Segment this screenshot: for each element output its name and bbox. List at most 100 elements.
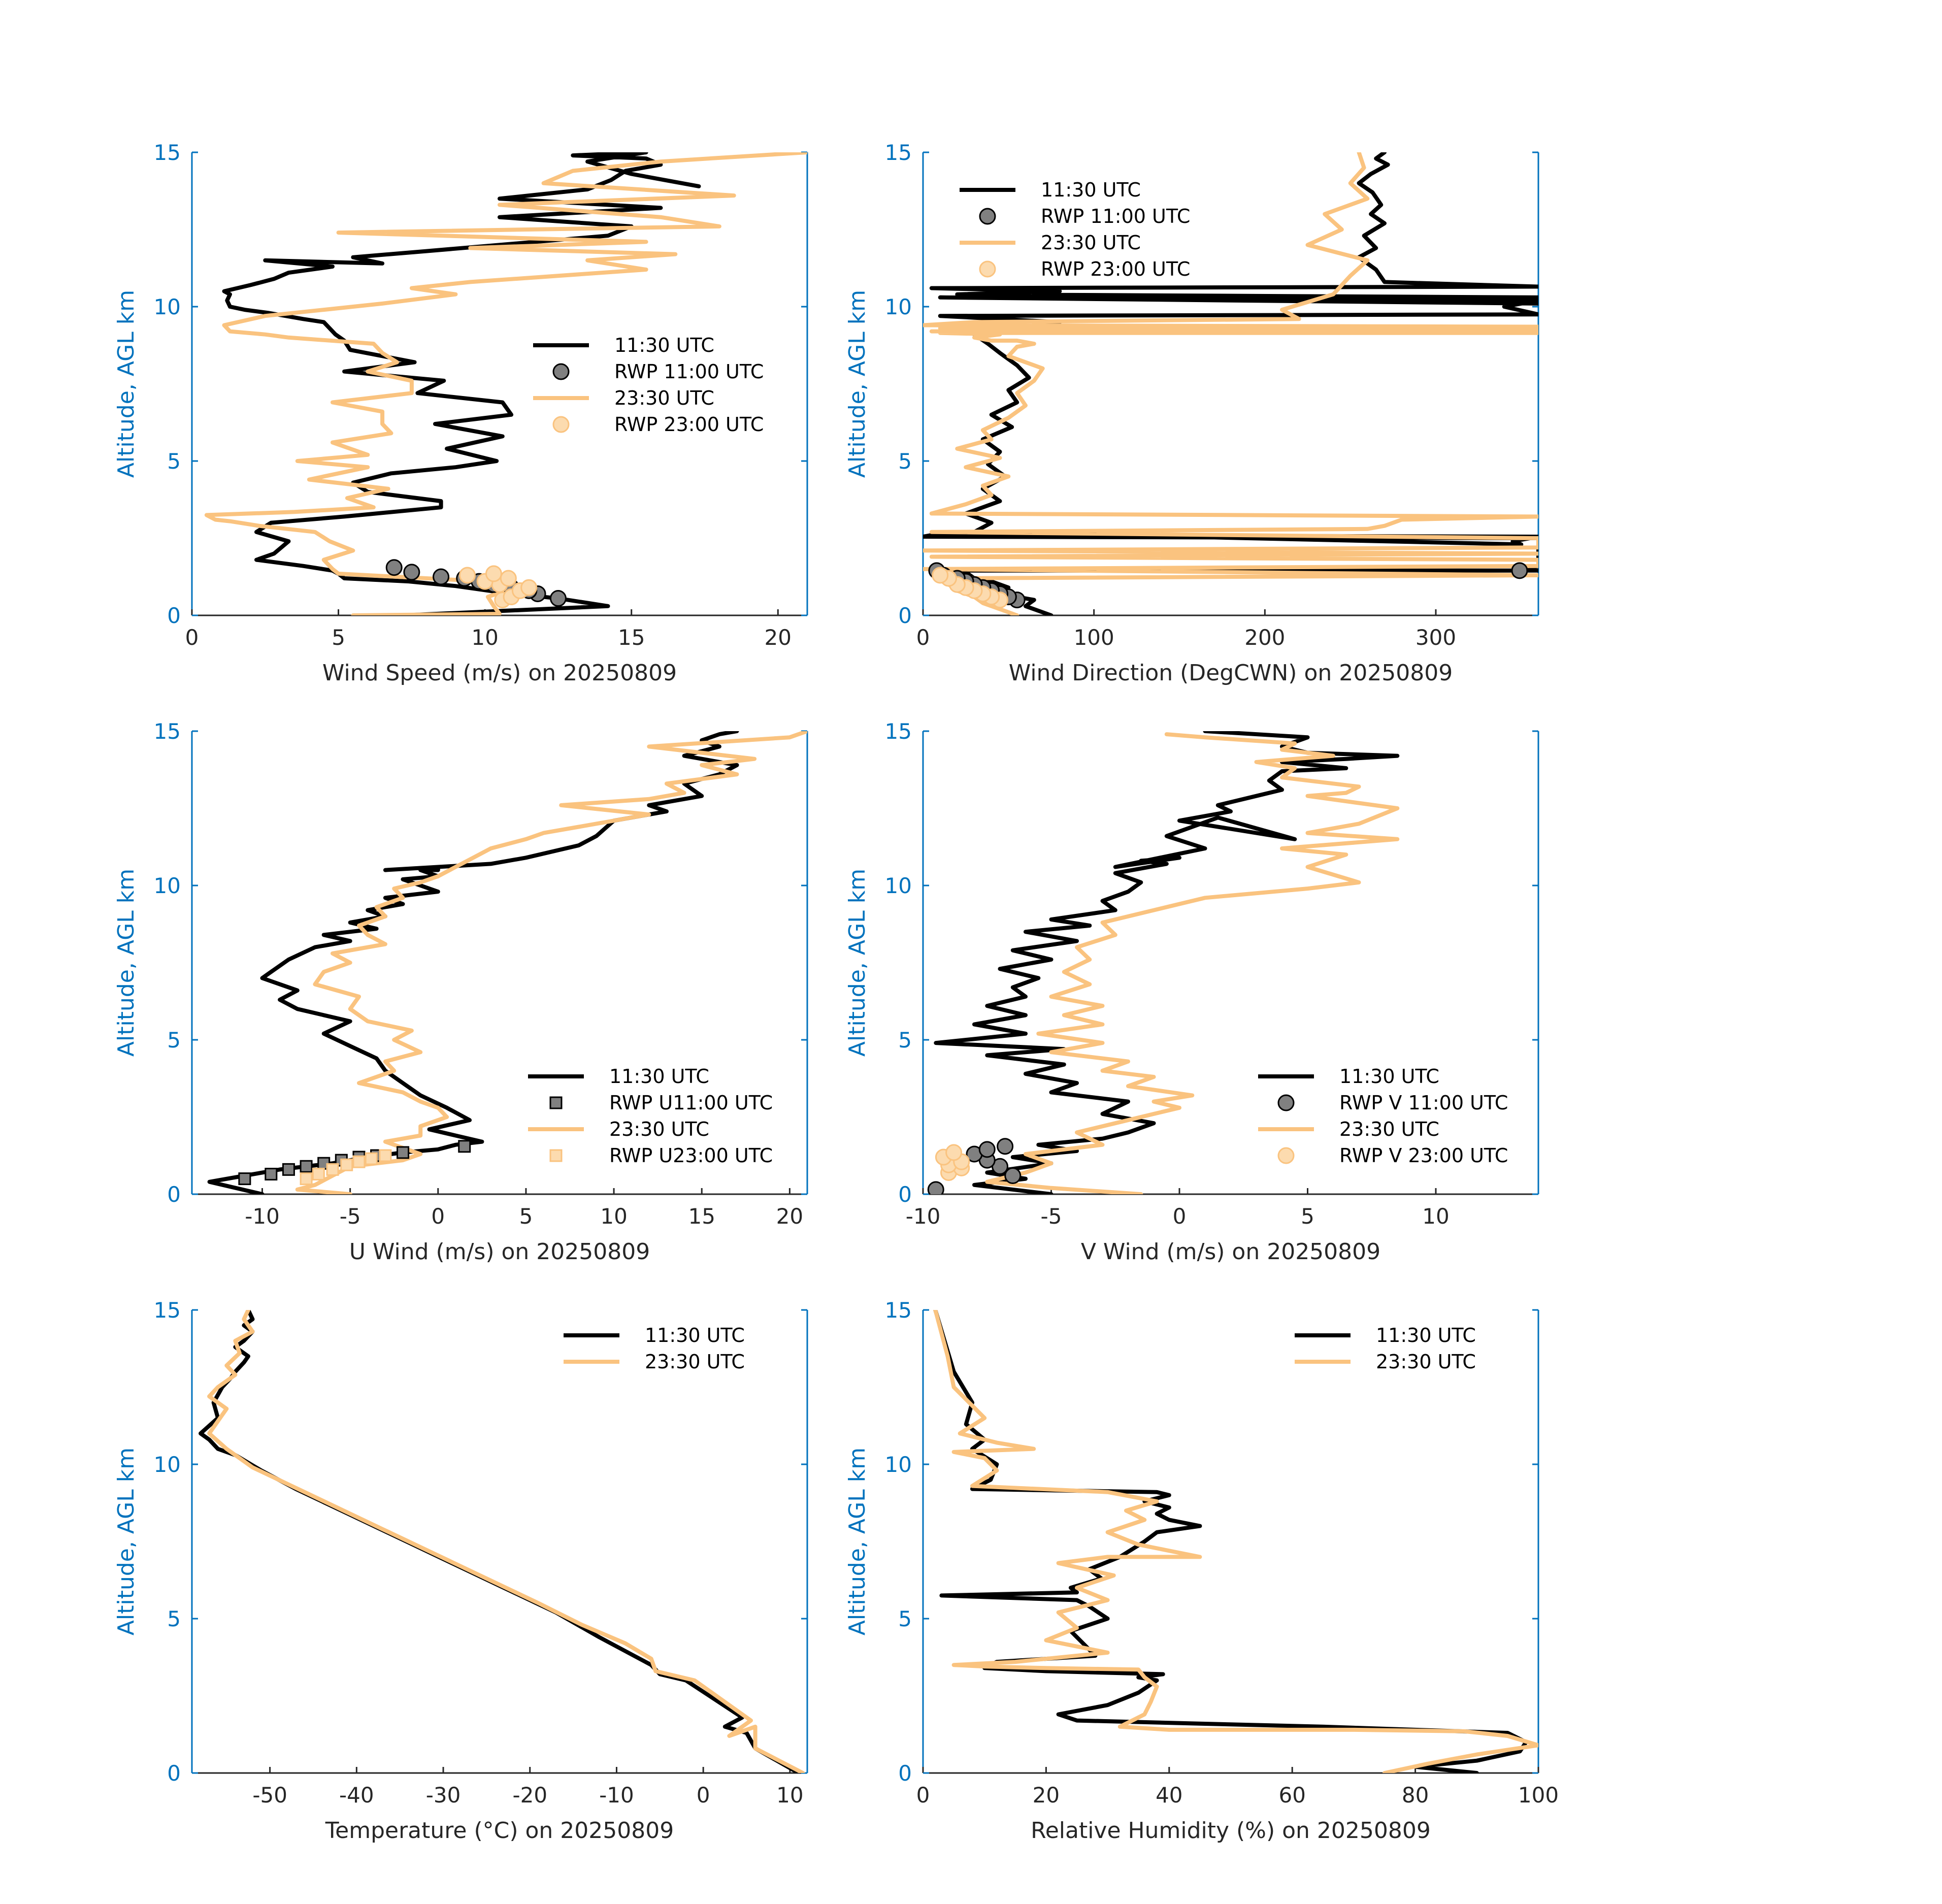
series-line	[295, 731, 807, 1194]
data-point	[379, 1149, 392, 1162]
legend-swatch	[979, 208, 996, 225]
y-axis-label: Altitude, AGL km	[113, 1448, 139, 1635]
x-tick-label: 5	[1301, 1204, 1314, 1229]
chart-humidity: 0 20 40 60 80 100 0 5 10 15 Relative Humidity (%) …	[844, 1298, 1559, 1844]
x-tick-label: 80	[1402, 1783, 1429, 1808]
legend-label: 23:30 UTC	[645, 1351, 745, 1373]
series-line	[204, 152, 807, 615]
legend: 11:30 UTC RWP V 11:00 UTC 23:30 UTC RWP V 2…	[1258, 1065, 1508, 1167]
data-point	[365, 1152, 378, 1165]
series-line	[933, 1310, 1528, 1773]
data-point	[520, 579, 538, 596]
legend-swatch	[549, 1096, 563, 1109]
x-axis-label: Wind Speed (m/s) on 20250809	[322, 660, 677, 686]
legend: 11:30 UTC RWP 11:00 UTC 23:30 UTC RWP 23:00…	[533, 334, 764, 436]
legend: 11:30 UTC RWP U11:00 UTC 23:30 UTC RWP U23:…	[528, 1065, 773, 1167]
y-tick-label: 0	[898, 1182, 912, 1207]
y-tick-label: 15	[154, 1298, 181, 1323]
data-point	[927, 1181, 944, 1194]
chart-v: -10 -5 0 5 10 0 5 10 15 V Wind (m/s) on 20250809 A…	[844, 719, 1539, 1265]
y-tick-label: 15	[885, 719, 912, 744]
y-tick-label: 10	[885, 294, 912, 319]
chart-speed: 0 5 10 15 20 0 5 10 15 Wind Speed (m/s) on 202508…	[113, 140, 808, 686]
legend-label: 23:30 UTC	[1376, 1351, 1476, 1373]
y-axis-label: Altitude, AGL km	[844, 290, 870, 478]
series-line	[199, 1310, 801, 1773]
y-tick-label: 15	[885, 1298, 912, 1323]
x-tick-label: 20	[776, 1204, 803, 1229]
x-tick-label: -10	[906, 1204, 941, 1229]
data-point	[326, 1163, 339, 1176]
plot-area	[207, 731, 807, 1194]
x-tick-label: 40	[1156, 1783, 1182, 1808]
x-axis-label: Wind Direction (DegCWN) on 20250809	[1009, 660, 1453, 686]
data-point	[1004, 1167, 1022, 1185]
x-tick-label: 15	[618, 625, 645, 650]
x-axis-label: Temperature (°C) on 20250809	[325, 1818, 674, 1844]
y-tick-label: 5	[898, 449, 912, 474]
data-point	[300, 1172, 313, 1186]
legend-label: RWP V 11:00 UTC	[1339, 1092, 1508, 1114]
data-point	[300, 1160, 313, 1173]
legend-label: RWP 11:00 UTC	[614, 360, 764, 383]
data-point	[433, 568, 450, 585]
plot-area	[927, 731, 1400, 1194]
x-tick-label: 100	[1074, 625, 1114, 650]
x-tick-label: 10	[471, 625, 498, 650]
data-point	[352, 1155, 366, 1168]
x-tick-label: -30	[426, 1783, 461, 1808]
data-point	[397, 1146, 410, 1159]
plot-area	[933, 1310, 1538, 1773]
y-axis-label: Altitude, AGL km	[844, 869, 870, 1057]
x-axis-label: V Wind (m/s) on 20250809	[1081, 1239, 1380, 1265]
legend-swatch	[1277, 1094, 1295, 1111]
x-tick-label: 10	[776, 1783, 803, 1808]
data-point	[997, 1138, 1014, 1155]
y-tick-label: 5	[898, 1028, 912, 1053]
legend-swatch	[552, 363, 570, 380]
x-tick-label: -50	[252, 1783, 287, 1808]
data-point	[500, 570, 517, 587]
y-axis-label: Altitude, AGL km	[113, 290, 139, 478]
x-tick-label: 0	[185, 625, 199, 650]
legend-swatch	[549, 1149, 563, 1162]
x-tick-label: 0	[916, 1783, 930, 1808]
y-tick-label: 5	[167, 1606, 181, 1631]
x-tick-label: -10	[245, 1204, 280, 1229]
x-axis-label: U Wind (m/s) on 20250809	[349, 1239, 650, 1265]
legend-label: 11:30 UTC	[1376, 1324, 1476, 1347]
x-tick-label: -5	[1041, 1204, 1062, 1229]
y-tick-label: 5	[898, 1606, 912, 1631]
series-line	[923, 152, 1538, 615]
data-point	[458, 1140, 471, 1153]
x-tick-label: 5	[332, 625, 345, 650]
chart-temperature: -50 -40 -30 -20 -10 0 10 0 5 10 15 Temperature (°C)…	[113, 1298, 808, 1844]
x-tick-label: -40	[339, 1783, 374, 1808]
y-tick-label: 0	[167, 603, 181, 628]
legend-label: 11:30 UTC	[609, 1065, 709, 1088]
series-line	[985, 732, 1400, 1194]
legend-label: 11:30 UTC	[614, 334, 714, 356]
series-line	[207, 1310, 805, 1773]
chart-u: -10 -5 0 5 10 15 20 0 5 10 15 U Wind (m/s) on 20250…	[113, 719, 808, 1265]
legend-label: RWP U11:00 UTC	[609, 1092, 773, 1114]
x-axis-label: Relative Humidity (%) on 20250809	[1031, 1818, 1431, 1844]
data-point	[340, 1158, 353, 1171]
legend-label: RWP 23:00 UTC	[614, 413, 764, 436]
y-axis-label: Altitude, AGL km	[844, 1448, 870, 1635]
plot-area	[923, 152, 1538, 615]
y-tick-label: 0	[898, 1761, 912, 1786]
y-tick-label: 10	[885, 1452, 912, 1477]
data-point	[549, 590, 567, 607]
x-tick-label: 5	[519, 1204, 533, 1229]
y-tick-label: 10	[154, 873, 181, 898]
legend-swatch	[979, 260, 996, 278]
legend-label: RWP V 23:00 UTC	[1339, 1144, 1508, 1167]
plot-area	[204, 152, 807, 615]
data-point	[978, 1141, 996, 1158]
legend-label: 11:30 UTC	[1041, 179, 1141, 201]
data-point	[485, 565, 502, 582]
data-point	[265, 1167, 278, 1180]
legend-label: RWP U23:00 UTC	[609, 1144, 773, 1167]
